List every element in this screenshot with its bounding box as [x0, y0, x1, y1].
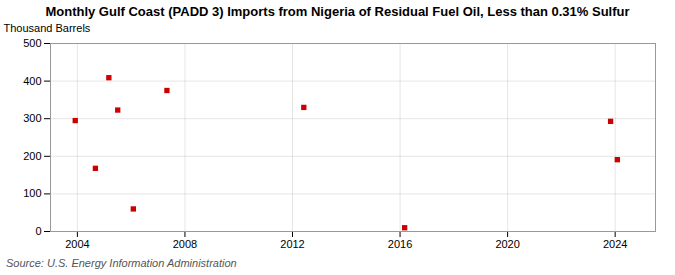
- html-text:Source: U.S. Energy Informatio: Source: U.S. Energy Information Administ…: [6, 257, 237, 269]
- svg-text:2020: 2020: [495, 238, 519, 250]
- svg-text:300: 300: [23, 112, 41, 124]
- svg-text:100: 100: [23, 187, 41, 199]
- svg-text:400: 400: [23, 75, 41, 87]
- svg-text:500: 500: [23, 37, 41, 49]
- svg-text:2008: 2008: [173, 238, 197, 250]
- html-text:Monthly Gulf Coast (PADD 3) Im: Monthly Gulf Coast (PADD 3) Imports from…: [45, 4, 630, 19]
- svg-text:Thousand Barrels: Thousand Barrels: [4, 22, 91, 34]
- svg-text:200: 200: [23, 150, 41, 162]
- svg-text:2024: 2024: [603, 238, 627, 250]
- svg-text:2012: 2012: [280, 238, 304, 250]
- svg-text:0: 0: [35, 225, 41, 237]
- svg-text:2016: 2016: [388, 238, 412, 250]
- svg-text:2004: 2004: [65, 238, 89, 250]
